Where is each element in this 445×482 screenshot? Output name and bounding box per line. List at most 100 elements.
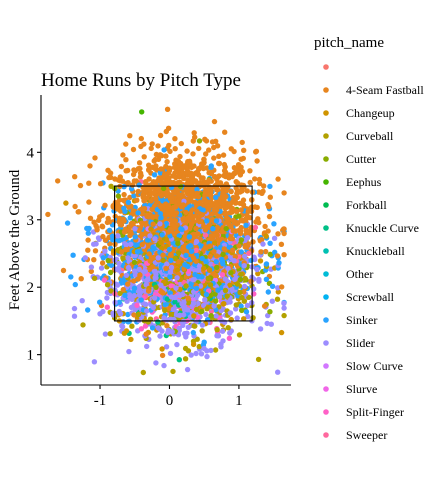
legend-label: Cutter bbox=[346, 152, 376, 166]
legend-label: Other bbox=[346, 267, 373, 281]
data-point bbox=[248, 278, 254, 284]
data-point bbox=[267, 309, 273, 315]
data-point bbox=[87, 163, 93, 169]
data-point bbox=[226, 175, 232, 181]
data-point bbox=[226, 335, 233, 341]
data-point bbox=[124, 298, 130, 304]
data-point bbox=[238, 230, 244, 237]
data-point bbox=[85, 247, 91, 253]
data-point bbox=[256, 176, 263, 183]
data-point bbox=[219, 256, 225, 262]
data-point bbox=[106, 174, 112, 181]
data-point bbox=[167, 148, 173, 155]
data-point bbox=[45, 211, 51, 218]
data-point bbox=[232, 253, 238, 260]
data-point bbox=[275, 176, 281, 182]
data-point bbox=[171, 190, 177, 196]
data-point bbox=[152, 236, 158, 242]
data-point bbox=[199, 308, 205, 315]
data-point bbox=[130, 171, 137, 178]
data-point bbox=[194, 208, 200, 215]
data-point bbox=[238, 303, 244, 309]
data-point bbox=[190, 341, 197, 348]
data-point bbox=[144, 343, 150, 350]
legend-key bbox=[323, 363, 329, 369]
data-point bbox=[94, 227, 100, 233]
data-point bbox=[188, 352, 194, 358]
data-point bbox=[160, 257, 166, 264]
data-point bbox=[213, 313, 219, 319]
data-point bbox=[202, 297, 208, 303]
data-point bbox=[263, 233, 269, 239]
data-point bbox=[213, 218, 220, 224]
data-point bbox=[164, 261, 170, 267]
data-point bbox=[201, 265, 207, 272]
legend-label: 4-Seam Fastball bbox=[346, 83, 424, 97]
data-point bbox=[203, 258, 209, 264]
legend-label: Curveball bbox=[346, 129, 394, 143]
data-point bbox=[185, 324, 191, 330]
y-tick-label: 2 bbox=[27, 280, 35, 296]
data-point bbox=[208, 165, 214, 171]
data-point bbox=[232, 276, 238, 283]
data-point bbox=[101, 277, 108, 283]
data-point bbox=[143, 282, 149, 288]
data-point bbox=[55, 178, 61, 184]
data-point bbox=[92, 155, 98, 161]
data-point bbox=[139, 231, 146, 237]
data-point bbox=[216, 160, 222, 167]
data-point bbox=[211, 144, 217, 151]
data-point bbox=[107, 241, 113, 247]
data-point bbox=[180, 291, 186, 298]
data-point bbox=[174, 341, 180, 348]
data-point bbox=[162, 307, 168, 313]
data-point bbox=[117, 311, 124, 317]
data-point bbox=[207, 282, 214, 288]
data-point bbox=[159, 232, 165, 238]
legend-label: Sweeper bbox=[346, 428, 387, 442]
data-point bbox=[271, 221, 277, 227]
y-axis-ticks: 1 2 3 4 bbox=[27, 145, 41, 364]
legend-key bbox=[323, 386, 329, 392]
data-point bbox=[216, 237, 223, 243]
data-point bbox=[163, 128, 169, 135]
data-point bbox=[183, 283, 189, 289]
legend-label: Slider bbox=[346, 336, 375, 350]
data-point bbox=[115, 193, 122, 199]
data-point bbox=[136, 227, 142, 234]
data-point bbox=[143, 278, 150, 284]
data-point bbox=[254, 266, 260, 273]
data-point bbox=[149, 325, 156, 331]
data-point bbox=[102, 331, 109, 337]
data-point bbox=[163, 201, 169, 207]
data-point bbox=[252, 176, 258, 182]
data-point bbox=[71, 305, 78, 312]
legend-key bbox=[323, 156, 329, 162]
data-point bbox=[229, 236, 236, 242]
data-point bbox=[212, 240, 218, 246]
data-point bbox=[157, 333, 163, 339]
data-point bbox=[211, 248, 217, 255]
legend-key bbox=[323, 340, 329, 346]
data-point bbox=[199, 255, 205, 262]
data-point bbox=[176, 172, 183, 178]
legend-key bbox=[323, 248, 329, 254]
data-point bbox=[141, 206, 148, 212]
data-point bbox=[203, 199, 209, 205]
data-point bbox=[152, 275, 158, 281]
data-point bbox=[240, 197, 247, 203]
data-point bbox=[173, 210, 180, 216]
data-point bbox=[199, 328, 205, 334]
legend-label: Forkball bbox=[346, 198, 387, 212]
data-point bbox=[263, 276, 270, 282]
data-point bbox=[99, 260, 106, 266]
data-point bbox=[190, 277, 196, 283]
data-point bbox=[162, 301, 168, 308]
data-point bbox=[148, 198, 154, 204]
data-point bbox=[126, 204, 132, 210]
data-point bbox=[239, 168, 246, 175]
data-point bbox=[92, 248, 99, 254]
data-point bbox=[102, 237, 109, 243]
data-point bbox=[149, 141, 155, 147]
data-point bbox=[172, 299, 178, 305]
